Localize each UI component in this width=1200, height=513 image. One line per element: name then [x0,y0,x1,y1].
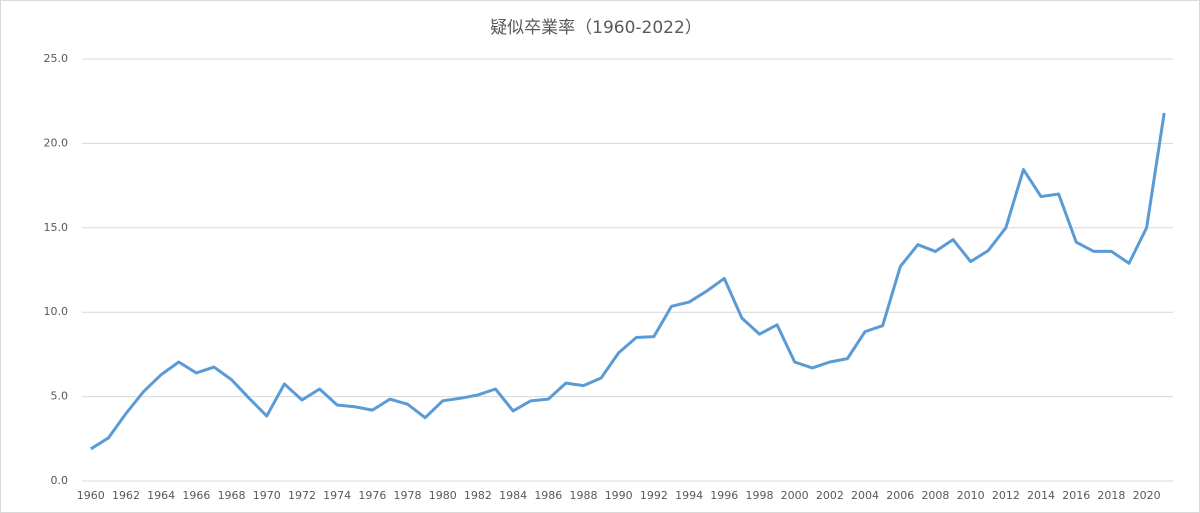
data-line [90,112,1166,451]
x-tick-label: 1984 [499,489,527,502]
x-tick-label: 1988 [570,489,598,502]
x-tick-label: 1966 [182,489,210,502]
x-tick-label: 1962 [112,489,140,502]
x-tick-label: 1970 [253,489,281,502]
x-tick-label: 2010 [957,489,985,502]
y-tick-label: 0.0 [51,474,69,487]
x-tick-label: 1998 [745,489,773,502]
x-tick-label: 1974 [323,489,351,502]
x-tick-label: 1978 [394,489,422,502]
y-tick-label: 25.0 [44,52,69,65]
x-tick-label: 2018 [1097,489,1125,502]
chart-title: 疑似卒業率（1960-2022） [490,18,702,38]
x-tick-label: 1960 [77,489,105,502]
x-tick-label: 1986 [534,489,562,502]
x-tick-label: 2008 [921,489,949,502]
x-tick-label: 2014 [1027,489,1055,502]
x-tick-label: 1994 [675,489,703,502]
y-tick-label: 10.0 [44,305,69,318]
x-tick-label: 1992 [640,489,668,502]
x-tick-label: 2020 [1133,489,1161,502]
x-tick-label: 2000 [781,489,809,502]
x-tick-label: 1976 [358,489,386,502]
x-tick-label: 1982 [464,489,492,502]
x-tick-label: 1964 [147,489,175,502]
y-tick-label: 5.0 [51,390,69,403]
x-tick-label: 2006 [886,489,914,502]
x-tick-label: 1968 [218,489,246,502]
x-tick-label: 2012 [992,489,1020,502]
y-tick-label: 15.0 [44,221,69,234]
x-tick-label: 2002 [816,489,844,502]
x-tick-label: 1972 [288,489,316,502]
x-tick-label: 1996 [710,489,738,502]
y-tick-label: 20.0 [44,136,69,149]
x-tick-label: 1990 [605,489,633,502]
x-tick-label: 2004 [851,489,879,502]
x-tick-label: 2016 [1062,489,1090,502]
x-tick-label: 1980 [429,489,457,502]
